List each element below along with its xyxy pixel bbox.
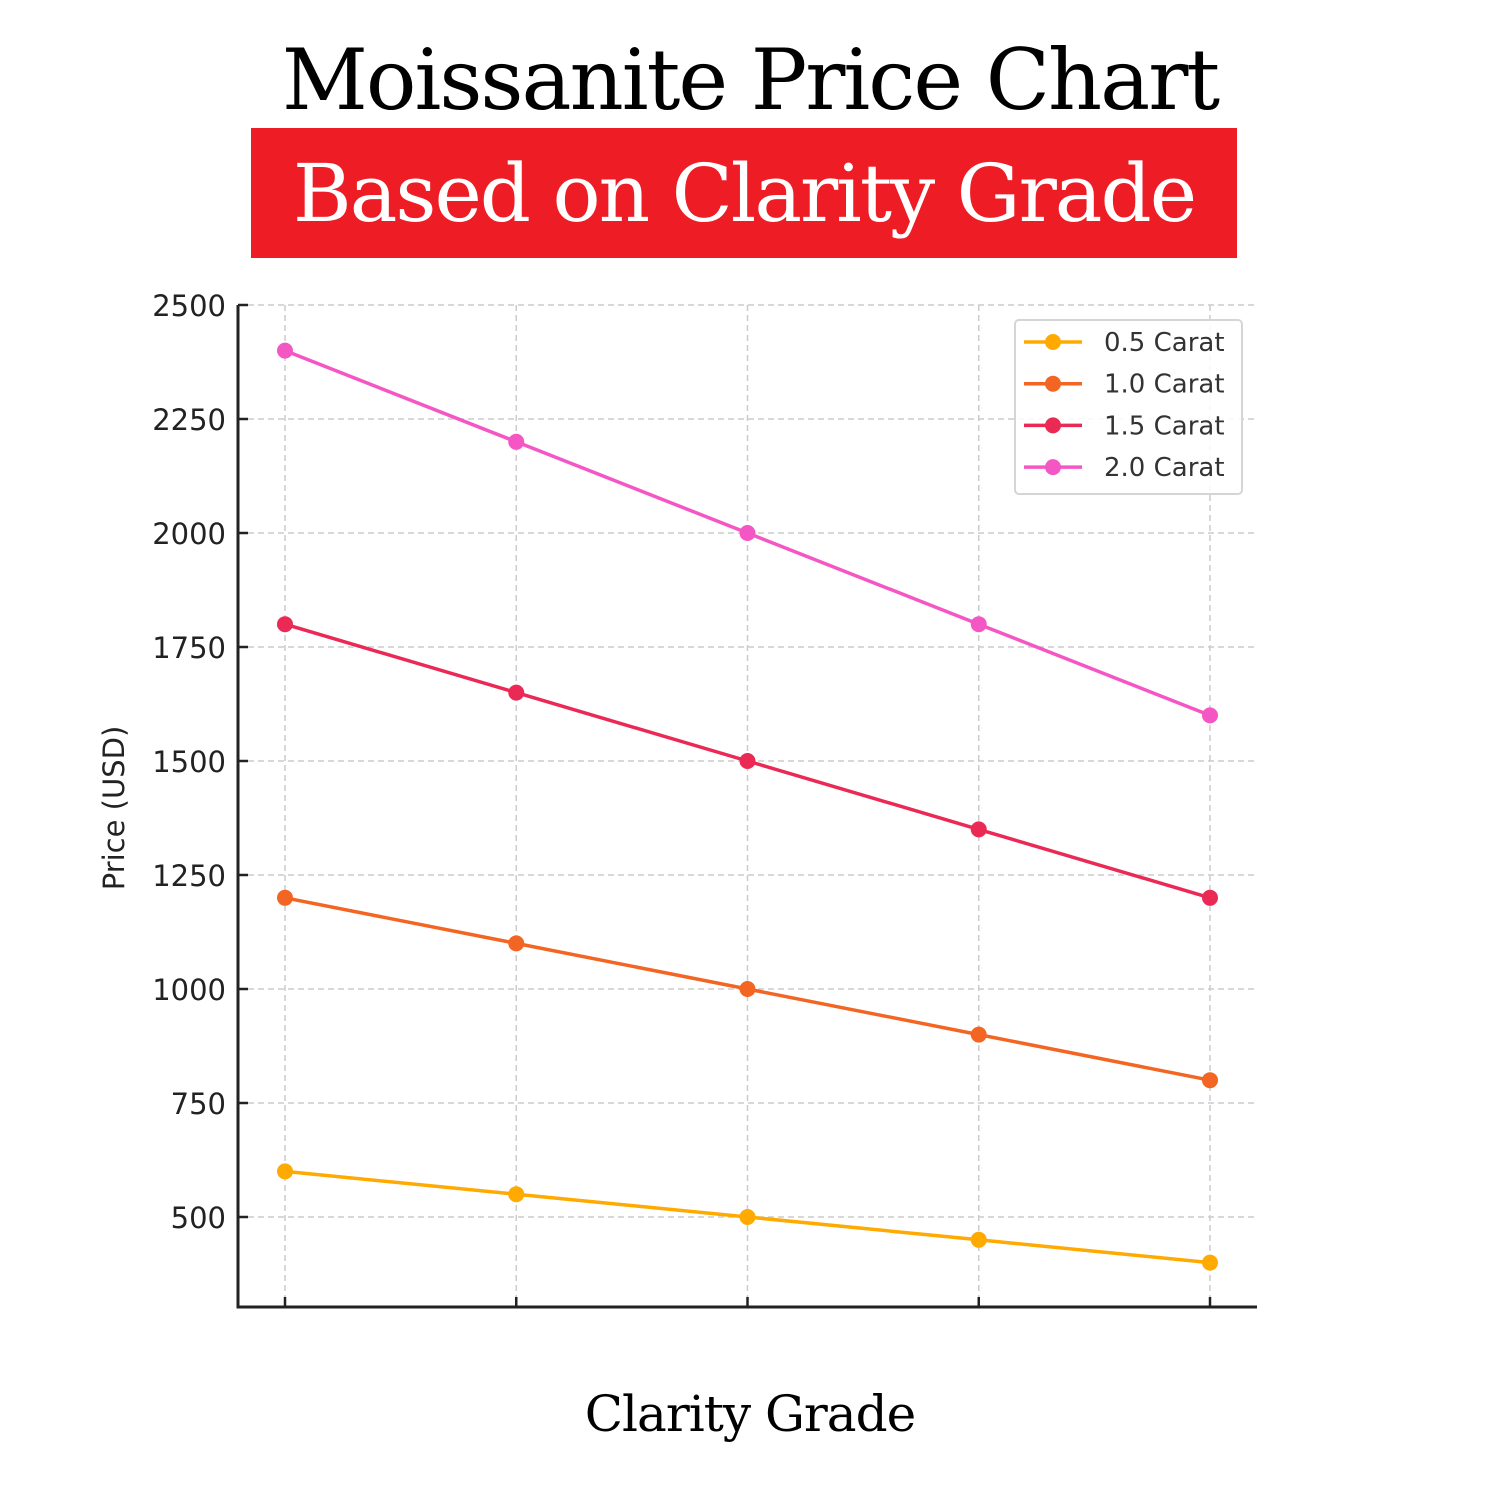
data-point	[508, 684, 525, 701]
data-point	[1202, 707, 1218, 724]
data-point	[508, 433, 525, 450]
data-point	[739, 1209, 756, 1225]
legend-marker	[1045, 459, 1061, 476]
axes	[236, 305, 1257, 1309]
data-point	[508, 1186, 525, 1203]
legend-label: 1.0 Carat	[1104, 370, 1225, 400]
chart-subtitle: Based on Clarity Grade	[292, 146, 1197, 240]
y-tick-label: 1000	[152, 973, 226, 1007]
legend-label: 0.5 Carat	[1104, 328, 1225, 358]
y-axis-label: Price (USD)	[97, 726, 131, 891]
data-point	[1202, 1254, 1218, 1271]
series-line	[277, 1163, 1218, 1271]
legend-marker	[1045, 334, 1061, 350]
legend-item: 1.0 Carat	[1024, 370, 1225, 400]
legend-label: 2.0 Carat	[1104, 453, 1225, 483]
data-point	[1202, 889, 1218, 906]
data-point	[970, 821, 987, 838]
y-tick-label: 2250	[152, 403, 226, 437]
data-point	[970, 1231, 987, 1248]
subtitle-banner: Based on Clarity Grade	[251, 128, 1237, 258]
data-point	[739, 981, 756, 997]
data-point	[277, 342, 293, 359]
y-axis-ticks: 500 750 1000 1250 1500 1750 2000 2250 2500	[152, 289, 248, 1235]
data-point	[508, 935, 525, 952]
legend-box	[1014, 319, 1243, 495]
data-point	[277, 889, 293, 906]
legend-item: 1.5 Carat	[1024, 411, 1225, 441]
x-axis-label: Clarity Grade	[584, 1385, 916, 1443]
y-tick-label: 1500	[152, 745, 226, 779]
y-tick-label: 2500	[152, 289, 226, 323]
y-tick-label: 750	[171, 1087, 226, 1121]
y-tick-label: 2000	[152, 517, 226, 551]
chart-title: Moissanite Price Chart	[281, 31, 1220, 129]
legend-marker	[1045, 375, 1061, 392]
data-point	[739, 525, 756, 541]
series-line	[277, 616, 1218, 906]
data-point	[1202, 1072, 1218, 1089]
y-tick-label: 500	[171, 1201, 226, 1235]
legend-marker	[1045, 417, 1061, 434]
legend-label: 1.5 Carat	[1104, 411, 1225, 441]
data-point	[739, 753, 756, 769]
y-tick-label: 1750	[152, 631, 226, 665]
legend: 0.5 Carat 1.0 Carat 1.5 Carat 2.0 Carat	[1014, 319, 1243, 495]
data-point	[277, 1163, 293, 1180]
series-line	[277, 889, 1218, 1089]
data-point	[277, 616, 293, 633]
y-tick-label: 1250	[152, 859, 226, 893]
data-series	[277, 342, 1218, 1271]
data-point	[970, 1026, 987, 1043]
grid-lines	[238, 304, 1257, 1307]
legend-item: 2.0 Carat	[1024, 453, 1225, 483]
data-point	[970, 616, 987, 633]
legend-item: 0.5 Carat	[1024, 328, 1225, 358]
series-line	[277, 342, 1218, 724]
